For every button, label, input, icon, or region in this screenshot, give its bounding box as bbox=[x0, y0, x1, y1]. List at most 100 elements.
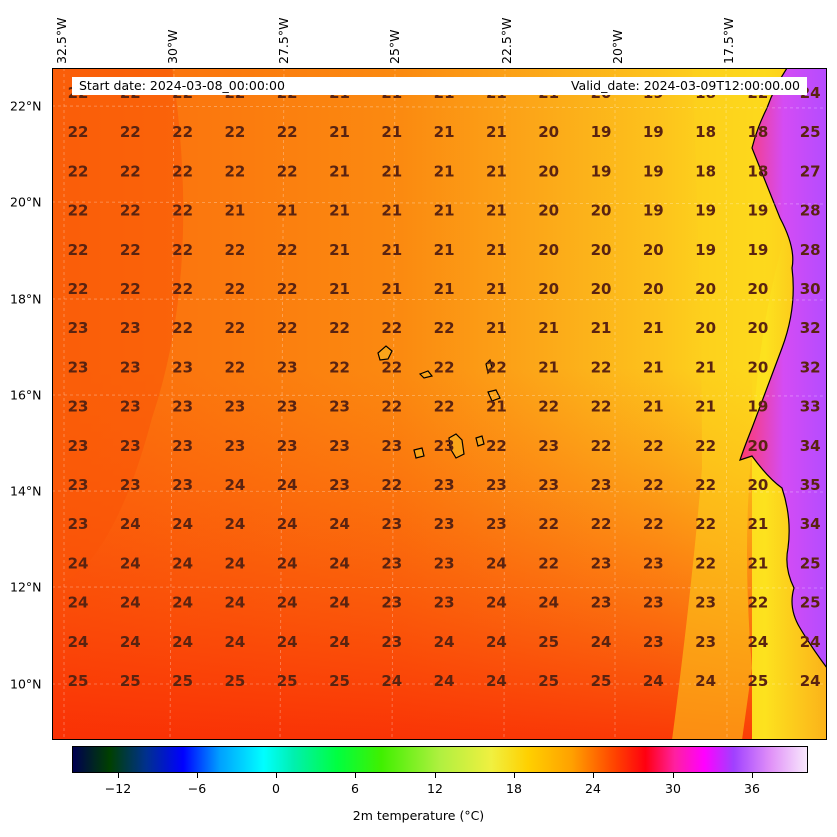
temperature-value: 23 bbox=[381, 437, 402, 455]
temperature-value: 23 bbox=[434, 554, 455, 572]
temperature-value: 22 bbox=[172, 202, 193, 220]
coastal-cool-plume bbox=[672, 68, 787, 740]
temperature-value: 19 bbox=[747, 398, 768, 416]
colorbar-tick-label: 30 bbox=[665, 781, 681, 796]
cape-verde-islands bbox=[377, 345, 501, 459]
colorbar-tick bbox=[118, 773, 119, 778]
temperature-value: 22 bbox=[68, 280, 89, 298]
temperature-value: 23 bbox=[277, 398, 298, 416]
temperature-value: 23 bbox=[381, 554, 402, 572]
temperature-value: 23 bbox=[120, 476, 141, 494]
temperature-value: 25 bbox=[172, 672, 193, 690]
temperature-value: 23 bbox=[486, 515, 507, 533]
temperature-value: 20 bbox=[747, 358, 768, 376]
temperature-value: 22 bbox=[224, 358, 245, 376]
colorbar-tick-label: 18 bbox=[506, 781, 522, 796]
temperature-value: 24 bbox=[224, 554, 245, 572]
temperature-value: 24 bbox=[434, 633, 455, 651]
temperature-value: 19 bbox=[695, 241, 716, 259]
colorbar-tick bbox=[673, 773, 674, 778]
temperature-value: 23 bbox=[381, 594, 402, 612]
temperature-value: 22 bbox=[538, 398, 559, 416]
colorbar-tick bbox=[355, 773, 356, 778]
temperature-value: 19 bbox=[747, 202, 768, 220]
temperature-value: 23 bbox=[643, 633, 664, 651]
temperature-value: 21 bbox=[538, 319, 559, 337]
temperature-value: 24 bbox=[68, 554, 89, 572]
temperature-value: 23 bbox=[329, 476, 350, 494]
colorbar-tick bbox=[514, 773, 515, 778]
lon-label-30w: 30°W bbox=[165, 29, 180, 64]
colorbar-gradient bbox=[73, 747, 807, 772]
temperature-value: 24 bbox=[591, 633, 612, 651]
temperature-value: 22 bbox=[591, 358, 612, 376]
temperature-value: 25 bbox=[800, 123, 821, 141]
lon-label-32-5w: 32.5°W bbox=[54, 17, 69, 64]
temperature-value: 23 bbox=[120, 358, 141, 376]
temperature-value: 19 bbox=[591, 162, 612, 180]
temperature-value: 20 bbox=[591, 241, 612, 259]
coastline bbox=[739, 68, 827, 669]
temperature-value: 22 bbox=[68, 162, 89, 180]
temperature-value: 24 bbox=[120, 554, 141, 572]
temperature-value: 22 bbox=[120, 162, 141, 180]
temperature-value: 22 bbox=[643, 437, 664, 455]
temperature-value: 24 bbox=[277, 515, 298, 533]
temperature-value: 23 bbox=[591, 594, 612, 612]
temperature-value: 23 bbox=[68, 476, 89, 494]
island-boa-vista bbox=[487, 389, 501, 402]
temperature-value: 19 bbox=[643, 123, 664, 141]
temperature-value: 25 bbox=[224, 672, 245, 690]
temperature-value: 22 bbox=[120, 202, 141, 220]
temperature-value: 24 bbox=[68, 633, 89, 651]
temperature-value: 25 bbox=[329, 672, 350, 690]
temperature-value: 22 bbox=[381, 476, 402, 494]
temperature-value: 22 bbox=[68, 202, 89, 220]
temperature-value: 23 bbox=[329, 437, 350, 455]
temperature-value: 34 bbox=[800, 437, 821, 455]
temperature-value: 21 bbox=[486, 123, 507, 141]
temperature-value: 30 bbox=[800, 280, 821, 298]
temperature-value: 25 bbox=[591, 672, 612, 690]
temperature-value: 22 bbox=[434, 319, 455, 337]
temperature-value: 28 bbox=[800, 202, 821, 220]
temperature-value: 24 bbox=[224, 476, 245, 494]
lat-label-16n: 16°N bbox=[10, 387, 42, 403]
lat-label-20n: 20°N bbox=[10, 194, 42, 210]
temperature-value: 21 bbox=[643, 358, 664, 376]
temperature-value: 25 bbox=[277, 672, 298, 690]
temperature-value: 23 bbox=[68, 437, 89, 455]
colorbar bbox=[72, 746, 808, 773]
temperature-value: 23 bbox=[643, 594, 664, 612]
temperature-value: 24 bbox=[277, 633, 298, 651]
temperature-value: 21 bbox=[329, 162, 350, 180]
temperature-value: 24 bbox=[329, 554, 350, 572]
temperature-value: 22 bbox=[172, 319, 193, 337]
temperature-value: 20 bbox=[643, 241, 664, 259]
temperature-value: 22 bbox=[643, 476, 664, 494]
temperature-value: 23 bbox=[486, 476, 507, 494]
temperature-value: 23 bbox=[434, 515, 455, 533]
temperature-value: 23 bbox=[329, 398, 350, 416]
temperature-value: 24 bbox=[486, 594, 507, 612]
temperature-value: 33 bbox=[800, 398, 821, 416]
temperature-value: 22 bbox=[591, 515, 612, 533]
temperature-value: 22 bbox=[434, 398, 455, 416]
temperature-value: 24 bbox=[643, 672, 664, 690]
temperature-value: 21 bbox=[486, 319, 507, 337]
temperature-value: 19 bbox=[643, 162, 664, 180]
temperature-value: 23 bbox=[381, 633, 402, 651]
temperature-value: 22 bbox=[277, 123, 298, 141]
temperature-value: 24 bbox=[68, 594, 89, 612]
temperature-value: 22 bbox=[277, 241, 298, 259]
temperature-value: 22 bbox=[120, 123, 141, 141]
temperature-value: 24 bbox=[120, 515, 141, 533]
temperature-value: 22 bbox=[643, 515, 664, 533]
temperature-value: 24 bbox=[277, 594, 298, 612]
temperature-value: 19 bbox=[695, 202, 716, 220]
temperature-value: 24 bbox=[381, 672, 402, 690]
temperature-value: 20 bbox=[643, 280, 664, 298]
temperature-value: 20 bbox=[538, 202, 559, 220]
lon-label-17-5w: 17.5°W bbox=[721, 17, 736, 64]
lon-label-27-5w: 27.5°W bbox=[276, 17, 291, 64]
